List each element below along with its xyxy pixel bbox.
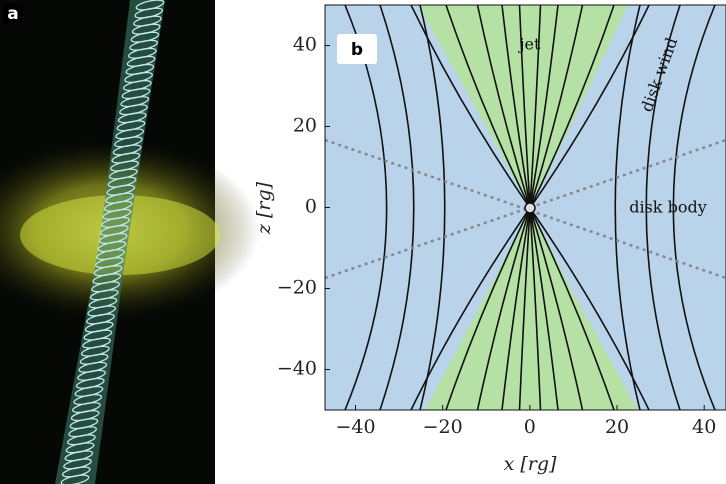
x-tick-label: 0 bbox=[524, 416, 536, 438]
x-tick-label: 20 bbox=[605, 416, 629, 438]
annotation: jet bbox=[518, 35, 541, 54]
x-tick-label: −40 bbox=[335, 416, 375, 438]
annotation: disk body bbox=[629, 198, 707, 217]
x-tick-label: −20 bbox=[423, 416, 463, 438]
y-tick-label: 20 bbox=[293, 115, 317, 137]
y-tick-label: −40 bbox=[277, 358, 317, 380]
figure: a b x [rg] z [rg] −40 −20 0 20 40 −40 −20 0 20 40… bbox=[0, 0, 726, 484]
panel-a-image bbox=[0, 0, 260, 484]
panel-label: a bbox=[7, 4, 18, 24]
y-tick-label: 0 bbox=[305, 196, 317, 218]
x-tick-label: 40 bbox=[692, 416, 716, 438]
y-tick-label: 40 bbox=[293, 34, 317, 56]
x-axis-label: x [rg] bbox=[504, 453, 557, 475]
y-tick-label: −20 bbox=[277, 277, 317, 299]
y-axis-label: z [rg] bbox=[253, 181, 275, 235]
panel-label: b bbox=[351, 40, 363, 60]
